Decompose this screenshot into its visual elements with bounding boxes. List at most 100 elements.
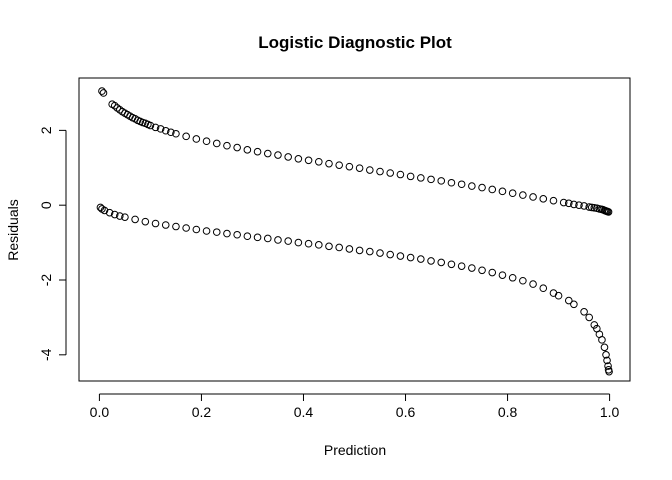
data-point [146, 121, 155, 130]
data-point [345, 162, 354, 171]
data-point [508, 273, 517, 282]
y-tick-label: -4 [38, 348, 54, 361]
data-point [253, 233, 262, 242]
data-point [274, 236, 282, 244]
data-points [96, 87, 613, 376]
data-point [554, 291, 563, 300]
data-point [314, 241, 323, 249]
data-point [105, 208, 114, 217]
data-point [427, 257, 435, 265]
data-point [447, 260, 456, 269]
data-point [564, 296, 573, 305]
data-point [243, 146, 252, 154]
x-tick-label: 0.8 [498, 404, 518, 420]
data-point [335, 161, 343, 169]
data-point [585, 203, 593, 211]
data-point [575, 201, 583, 209]
data-point [294, 155, 303, 163]
data-point [488, 268, 497, 277]
data-point [192, 225, 201, 234]
plot-frame [78, 77, 631, 382]
data-point [590, 321, 599, 329]
data-point [386, 169, 395, 177]
data-point [529, 193, 537, 201]
data-point [386, 250, 395, 259]
data-point [172, 129, 180, 138]
data-point [263, 234, 272, 243]
data-point [605, 367, 613, 376]
x-tick-label: 0.4 [294, 404, 314, 420]
data-point [202, 227, 211, 235]
data-point [110, 210, 119, 219]
data-point [488, 185, 497, 194]
data-point [304, 239, 313, 248]
data-point [141, 217, 150, 226]
data-point [585, 313, 593, 322]
data-point [253, 147, 262, 156]
data-point [580, 202, 588, 210]
data-point [602, 351, 610, 359]
data-point [564, 199, 573, 208]
y-tick-label: -2 [38, 274, 54, 287]
data-point [274, 151, 282, 159]
data-point [587, 203, 596, 212]
data-point [508, 189, 517, 198]
data-point [151, 219, 160, 228]
data-point [263, 149, 272, 158]
data-point [376, 167, 384, 176]
data-point [396, 252, 405, 260]
data-point [202, 137, 211, 146]
data-point [603, 356, 611, 365]
y-tick-label: 0 [38, 201, 54, 209]
data-point [417, 255, 425, 263]
data-point [233, 230, 241, 239]
data-point [427, 175, 435, 184]
data-point [223, 141, 231, 150]
data-point [396, 170, 405, 179]
data-point [325, 159, 333, 168]
data-point [99, 89, 108, 97]
data-point [570, 300, 578, 309]
x-tick-label: 0.0 [90, 404, 110, 420]
data-point [161, 221, 170, 229]
data-point [156, 125, 165, 133]
data-point [604, 208, 613, 216]
data-point [570, 200, 578, 209]
data-point [98, 87, 106, 95]
data-point [212, 228, 221, 236]
data-point [366, 247, 374, 256]
data-point [366, 166, 374, 174]
data-point [559, 198, 568, 207]
data-point [325, 242, 333, 251]
data-point [223, 229, 231, 238]
x-tick-label: 0.6 [396, 404, 416, 420]
x-tick-label: 1.0 [600, 404, 620, 420]
data-point [519, 191, 527, 199]
x-tick-label: 0.2 [192, 404, 212, 420]
data-point [417, 174, 425, 182]
data-point [172, 222, 180, 231]
data-point [182, 224, 190, 232]
data-point [539, 195, 548, 203]
data-point [335, 243, 343, 252]
axes: 0.0 0.2 0.4 0.6 0.8 1.0 -4 -2 0 2 [38, 126, 620, 420]
x-axis-label: Prediction [324, 442, 386, 458]
data-point [406, 172, 415, 181]
data-point [590, 204, 599, 212]
data-point [468, 264, 476, 272]
data-point [294, 238, 303, 247]
data-point [600, 343, 609, 352]
data-point [355, 246, 364, 255]
data-point [192, 135, 201, 143]
data-point [598, 336, 606, 344]
data-point [376, 249, 384, 257]
data-point [478, 183, 486, 192]
data-point [580, 308, 588, 316]
data-point [110, 101, 119, 110]
data-point [151, 123, 160, 132]
data-point [498, 187, 507, 196]
data-point [437, 258, 446, 267]
data-point [468, 182, 476, 190]
y-tick-label: 2 [38, 126, 54, 134]
